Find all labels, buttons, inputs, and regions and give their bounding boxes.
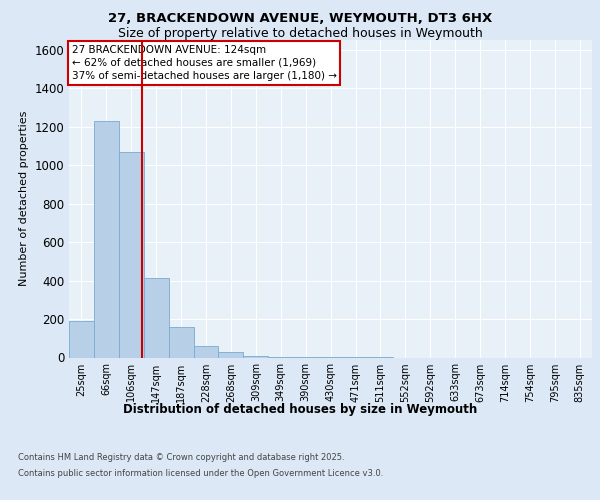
Text: Distribution of detached houses by size in Weymouth: Distribution of detached houses by size … (123, 402, 477, 415)
Bar (194, 346, 218, 358)
Bar (244, 356, 268, 358)
Bar (293, 357, 318, 358)
Text: Size of property relative to detached houses in Weymouth: Size of property relative to detached ho… (118, 28, 482, 40)
Bar (69, 321, 94, 358)
Bar (94, 121, 119, 358)
Text: 27 BRACKENDOWN AVENUE: 124sqm
← 62% of detached houses are smaller (1,969)
37% o: 27 BRACKENDOWN AVENUE: 124sqm ← 62% of d… (71, 45, 337, 81)
Text: Contains public sector information licensed under the Open Government Licence v3: Contains public sector information licen… (18, 468, 383, 477)
Y-axis label: Number of detached properties: Number of detached properties (19, 111, 29, 286)
Text: 27, BRACKENDOWN AVENUE, WEYMOUTH, DT3 6HX: 27, BRACKENDOWN AVENUE, WEYMOUTH, DT3 6H… (108, 12, 492, 26)
Bar (144, 278, 169, 357)
Bar (268, 356, 293, 358)
Text: Contains HM Land Registry data © Crown copyright and database right 2025.: Contains HM Land Registry data © Crown c… (18, 454, 344, 462)
Bar (119, 152, 144, 358)
Bar (218, 352, 244, 358)
Bar (169, 326, 194, 358)
